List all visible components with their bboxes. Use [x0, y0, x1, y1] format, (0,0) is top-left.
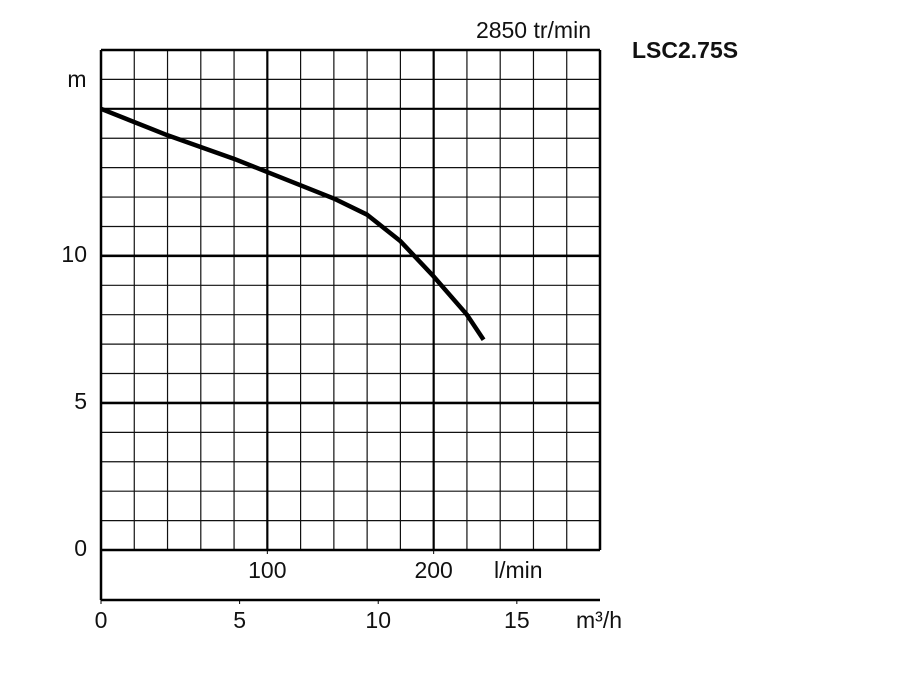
y-tick-label: 5 — [74, 388, 87, 414]
y-tick-label: 10 — [61, 241, 87, 267]
x2-tick-label: 5 — [233, 607, 246, 633]
y-axis-label: m — [67, 66, 86, 92]
x-tick-label: 100 — [248, 557, 286, 583]
pump-curve — [100, 106, 486, 341]
x2-tick-label: 0 — [95, 607, 108, 633]
model-label: LSC2.75S — [632, 37, 738, 63]
x2-tick-label: 15 — [504, 607, 530, 633]
x-tick-label: 200 — [414, 557, 452, 583]
y-tick-label: 0 — [74, 535, 87, 561]
x2-tick-label: 10 — [365, 607, 391, 633]
x2-axis-label: m³/h — [576, 607, 622, 633]
x-axis-label: l/min — [494, 557, 543, 583]
chart-title: 2850 tr/min — [476, 17, 591, 43]
